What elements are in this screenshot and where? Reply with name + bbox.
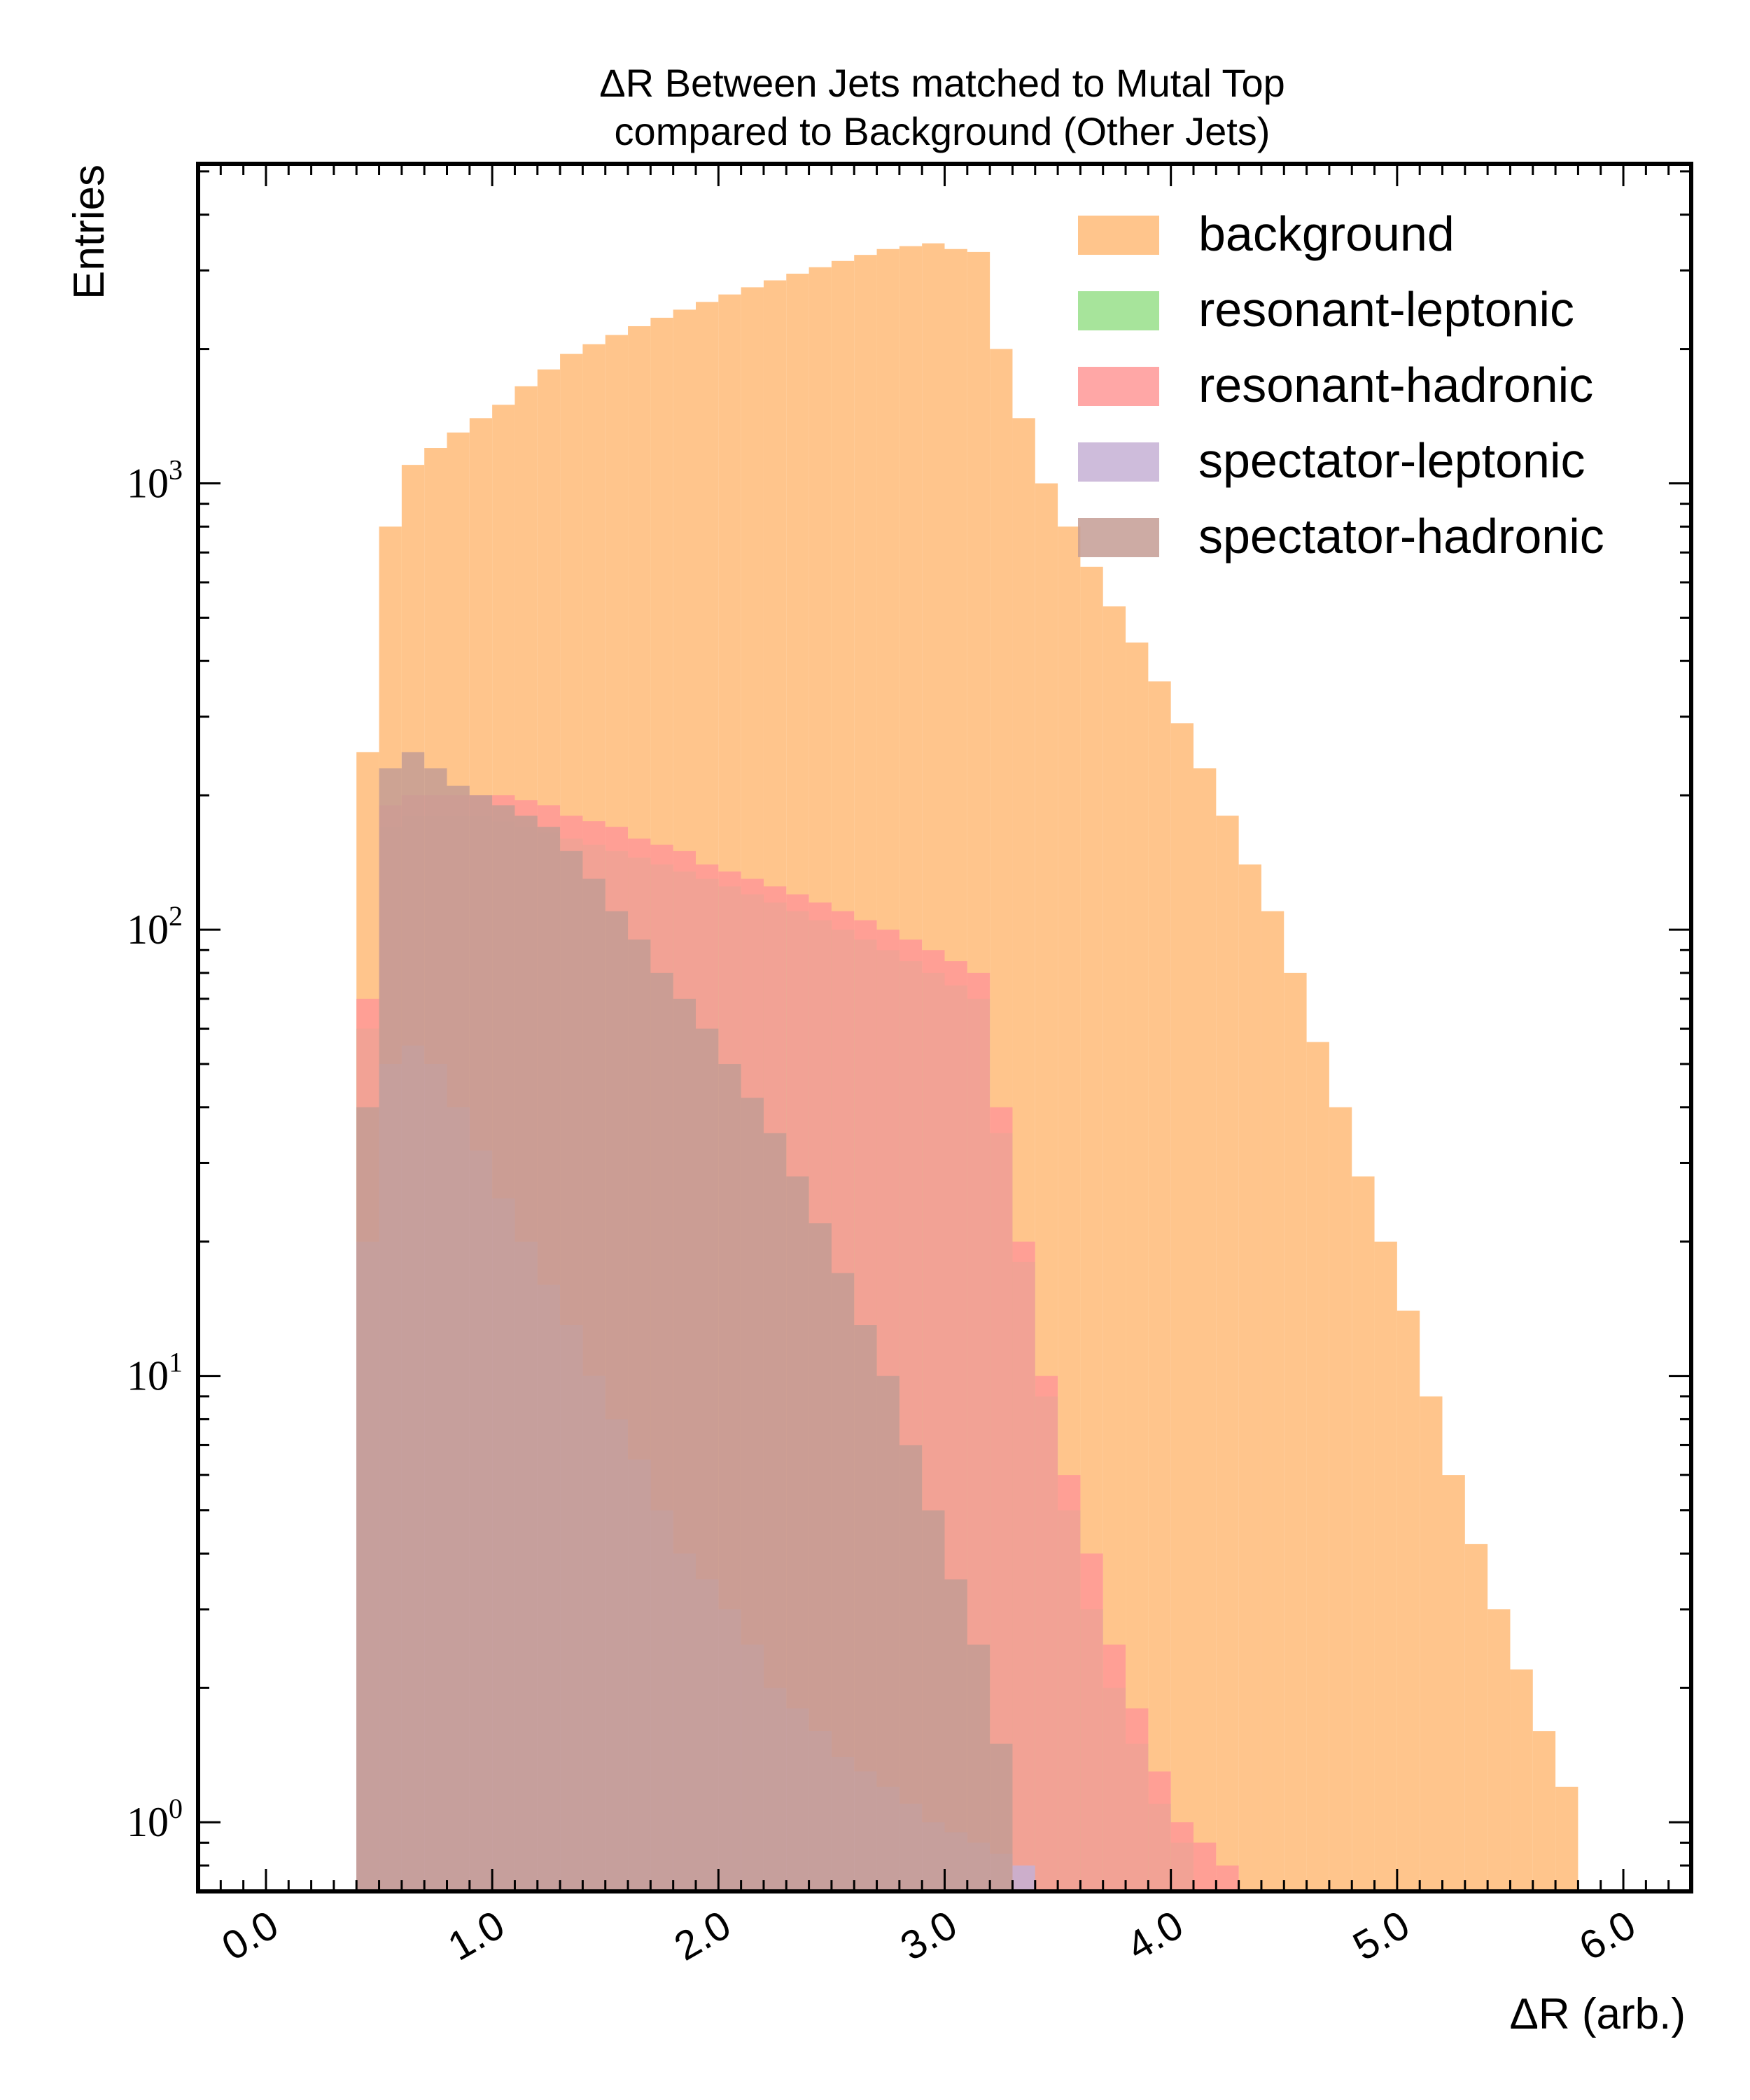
bar-spectator-hadronic-3 (424, 768, 447, 1891)
x-tick-label-6: 6.0 (1572, 1902, 1643, 1970)
bar-resonant-hadronic-34 (1126, 1708, 1149, 1891)
legend-swatch-spectator-hadronic (1078, 518, 1159, 557)
bar-spectator-hadronic-24 (899, 1445, 923, 1891)
bar-spectator-hadronic-8 (537, 827, 561, 1891)
bar-background-40 (1261, 911, 1284, 1891)
bar-background-37 (1194, 768, 1217, 1891)
bar-spectator-hadronic-27 (967, 1644, 990, 1891)
bar-spectator-hadronic-15 (696, 1028, 719, 1891)
bar-background-42 (1306, 1042, 1329, 1891)
x-tick-label-4: 4.0 (1119, 1902, 1191, 1970)
bar-spectator-hadronic-2 (401, 752, 425, 1891)
bar-spectator-hadronic-22 (854, 1325, 877, 1891)
y-tick-label-3: 103 (127, 454, 183, 507)
x-tick-label-1: 1.0 (440, 1902, 512, 1970)
bar-background-53 (1555, 1786, 1578, 1891)
x-tick-label-2: 2.0 (666, 1902, 738, 1970)
x-tick-label-0: 0.0 (214, 1902, 286, 1970)
bar-spectator-hadronic-4 (447, 785, 470, 1891)
bar-spectator-hadronic-16 (718, 1064, 741, 1891)
legend-label-resonant-leptonic: resonant-leptonic (1198, 282, 1574, 337)
bar-background-48 (1442, 1475, 1465, 1891)
chart-title-line-2: compared to Background (Other Jets) (615, 109, 1270, 153)
bar-spectator-hadronic-28 (990, 1743, 1013, 1891)
legend-label-background: background (1198, 206, 1455, 261)
legend-label-spectator-leptonic: spectator-leptonic (1198, 433, 1586, 488)
bar-background-49 (1464, 1544, 1488, 1891)
x-tick-labels: 0.0 1.0 2.0 3.0 4.0 5.0 6.0 (214, 1902, 1643, 1970)
bar-resonant-hadronic-29 (1012, 1241, 1035, 1891)
axis-ticks (198, 164, 1691, 1893)
y-axis-label: Entries (65, 164, 113, 300)
x-tick-label-5: 5.0 (1345, 1902, 1417, 1970)
bar-resonant-hadronic-37 (1194, 1842, 1217, 1891)
bar-spectator-leptonic-29 (1012, 1865, 1035, 1891)
bar-spectator-hadronic-6 (492, 805, 515, 1891)
bar-resonant-hadronic-30 (1035, 1376, 1058, 1891)
y-tick-labels: 100 101 102 103 (127, 454, 183, 1846)
chart-title-line-1: ΔR Between Jets matched to Mutal Top (599, 61, 1285, 105)
bar-spectator-hadronic-25 (922, 1510, 945, 1891)
bar-background-34 (1126, 642, 1149, 1891)
bar-resonant-hadronic-35 (1148, 1771, 1171, 1891)
chart-title: ΔR Between Jets matched to Mutal Top com… (599, 61, 1285, 153)
bar-spectator-hadronic-5 (469, 795, 493, 1891)
bar-resonant-hadronic-36 (1170, 1822, 1194, 1891)
bar-spectator-hadronic-23 (876, 1376, 899, 1891)
bar-spectator-hadronic-21 (831, 1273, 855, 1891)
bar-background-50 (1488, 1609, 1511, 1891)
bar-spectator-hadronic-1 (379, 768, 402, 1891)
bar-resonant-hadronic-31 (1058, 1475, 1081, 1891)
bar-background-46 (1396, 1310, 1420, 1891)
bar-background-44 (1352, 1176, 1375, 1891)
bar-spectator-hadronic-10 (582, 878, 606, 1891)
x-axis-label: ΔR (arb.) (1509, 1990, 1686, 2038)
bar-background-52 (1532, 1731, 1556, 1891)
y-tick-label-0: 100 (127, 1793, 183, 1845)
legend-swatch-resonant-hadronic (1078, 367, 1159, 406)
bar-spectator-hadronic-14 (673, 998, 696, 1891)
legend-label-spectator-hadronic: spectator-hadronic (1198, 509, 1604, 564)
bar-background-43 (1329, 1107, 1352, 1891)
y-tick-label-2: 102 (127, 900, 183, 953)
bar-background-35 (1148, 681, 1171, 1891)
bar-spectator-hadronic-19 (786, 1176, 809, 1891)
bar-spectator-hadronic-12 (628, 939, 651, 1891)
bar-background-36 (1170, 723, 1194, 1891)
legend-swatch-spectator-leptonic (1078, 442, 1159, 482)
legend-swatch-resonant-leptonic (1078, 291, 1159, 330)
legend-label-resonant-hadronic: resonant-hadronic (1198, 358, 1593, 412)
bar-spectator-hadronic-7 (514, 816, 538, 1891)
y-tick-label-1: 101 (127, 1347, 183, 1399)
bar-resonant-hadronic-32 (1080, 1553, 1103, 1891)
bar-spectator-hadronic-26 (944, 1579, 967, 1891)
bar-background-38 (1216, 816, 1239, 1891)
bar-background-39 (1238, 864, 1261, 1891)
bar-resonant-hadronic-33 (1102, 1644, 1126, 1891)
bar-background-51 (1510, 1669, 1533, 1891)
bar-background-45 (1374, 1241, 1397, 1891)
bar-spectator-hadronic-18 (763, 1133, 787, 1891)
x-tick-label-3: 3.0 (893, 1902, 965, 1970)
bar-spectator-hadronic-11 (605, 911, 629, 1891)
bar-spectator-hadronic-13 (650, 972, 673, 1891)
plot-area (356, 243, 1578, 1892)
bar-resonant-hadronic-38 (1216, 1865, 1239, 1891)
bar-spectator-hadronic-0 (356, 1107, 379, 1891)
bar-background-47 (1420, 1396, 1443, 1891)
bar-spectator-hadronic-9 (560, 850, 583, 1891)
legend-swatch-background (1078, 216, 1159, 255)
bar-spectator-hadronic-20 (808, 1223, 832, 1891)
bar-background-41 (1284, 972, 1307, 1891)
series-spectator-hadronic (356, 752, 1013, 1891)
legend: background resonant-leptonic resonant-hadr… (1078, 206, 1604, 564)
bar-spectator-hadronic-17 (741, 1098, 764, 1891)
